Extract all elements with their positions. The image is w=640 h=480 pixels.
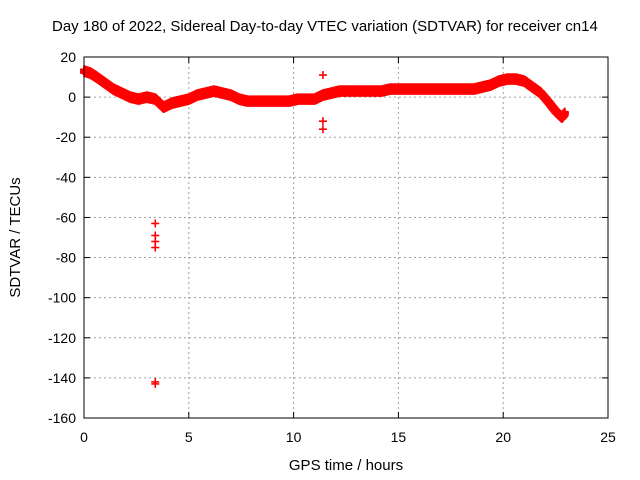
data-point <box>453 85 462 94</box>
data-point <box>327 89 336 98</box>
data-point <box>302 95 311 104</box>
data-point <box>268 97 277 106</box>
y-tick-label: -120 <box>48 330 76 346</box>
x-tick-label: 20 <box>495 429 511 445</box>
data-point <box>528 83 537 92</box>
data-point <box>436 85 445 94</box>
data-point <box>277 97 286 106</box>
data-point <box>310 95 319 104</box>
outlier-point <box>151 219 160 228</box>
data-point <box>184 95 193 104</box>
data-point <box>86 69 95 78</box>
data-point <box>503 75 512 84</box>
grid-layer <box>84 57 608 418</box>
data-point <box>226 91 235 100</box>
main-trace-markers <box>80 65 569 123</box>
y-tick-label: -20 <box>56 129 76 145</box>
data-point <box>168 99 177 108</box>
data-point <box>360 87 369 96</box>
data-point <box>561 109 570 118</box>
data-point <box>344 87 353 96</box>
data-point <box>536 89 545 98</box>
data-point <box>293 95 302 104</box>
y-tick-label: -100 <box>48 290 76 306</box>
data-point <box>557 113 566 122</box>
data-point <box>545 99 554 108</box>
data-point <box>520 77 529 86</box>
x-tick-label: 25 <box>600 429 616 445</box>
data-point <box>92 73 101 82</box>
y-tick-label: 20 <box>60 49 76 65</box>
y-tick-label: -60 <box>56 209 76 225</box>
data-point <box>176 97 185 106</box>
data-point <box>318 91 327 100</box>
data-point <box>411 85 420 94</box>
data-point <box>551 107 560 116</box>
data-point <box>427 85 436 94</box>
data-point <box>218 89 227 98</box>
y-tick-label: 0 <box>68 89 76 105</box>
data-point <box>511 75 520 84</box>
outlier-point <box>318 71 327 80</box>
data-point <box>335 87 344 96</box>
data-point <box>142 93 151 102</box>
y-axis-label: SDTVAR / TECUs <box>7 177 24 297</box>
data-point <box>260 97 269 106</box>
data-point <box>352 87 361 96</box>
data-point <box>159 103 168 112</box>
x-tick-label: 0 <box>80 429 88 445</box>
x-tick-label: 10 <box>286 429 302 445</box>
outlier-point <box>151 379 160 388</box>
data-point <box>109 85 118 94</box>
x-tick-label: 5 <box>185 429 193 445</box>
outlier-point <box>318 117 327 126</box>
data-layer <box>80 65 570 388</box>
data-point <box>134 95 143 104</box>
data-point <box>243 97 252 106</box>
outlier-point <box>318 125 327 134</box>
chart-title: Day 180 of 2022, Sidereal Day-to-day VTE… <box>52 18 598 35</box>
x-axis-label: GPS time / hours <box>289 457 403 474</box>
data-point <box>117 89 126 98</box>
data-point <box>193 91 202 100</box>
x-tick-label: 15 <box>391 429 407 445</box>
y-tick-label: -40 <box>56 169 76 185</box>
series-main-trace <box>80 65 569 123</box>
data-point <box>151 95 160 104</box>
plot-frame <box>83 56 609 419</box>
outlier-point <box>151 243 160 252</box>
data-point <box>100 79 109 88</box>
data-point <box>478 83 487 92</box>
data-point <box>209 87 218 96</box>
data-point <box>155 99 164 108</box>
data-point <box>251 97 260 106</box>
y-tick-label: -80 <box>56 250 76 266</box>
data-point <box>394 85 403 94</box>
data-point <box>461 85 470 94</box>
data-point <box>402 85 411 94</box>
data-point <box>369 87 378 96</box>
data-point <box>126 93 135 102</box>
data-point <box>469 85 478 94</box>
data-point <box>377 87 386 96</box>
y-tick-label: -160 <box>48 410 76 426</box>
data-point <box>285 97 294 106</box>
data-point <box>444 85 453 94</box>
data-point <box>495 77 504 86</box>
data-point <box>201 89 210 98</box>
data-point <box>486 81 495 90</box>
data-point <box>386 85 395 94</box>
y-tick-label: -140 <box>48 370 76 386</box>
data-point <box>235 95 244 104</box>
data-point <box>419 85 428 94</box>
